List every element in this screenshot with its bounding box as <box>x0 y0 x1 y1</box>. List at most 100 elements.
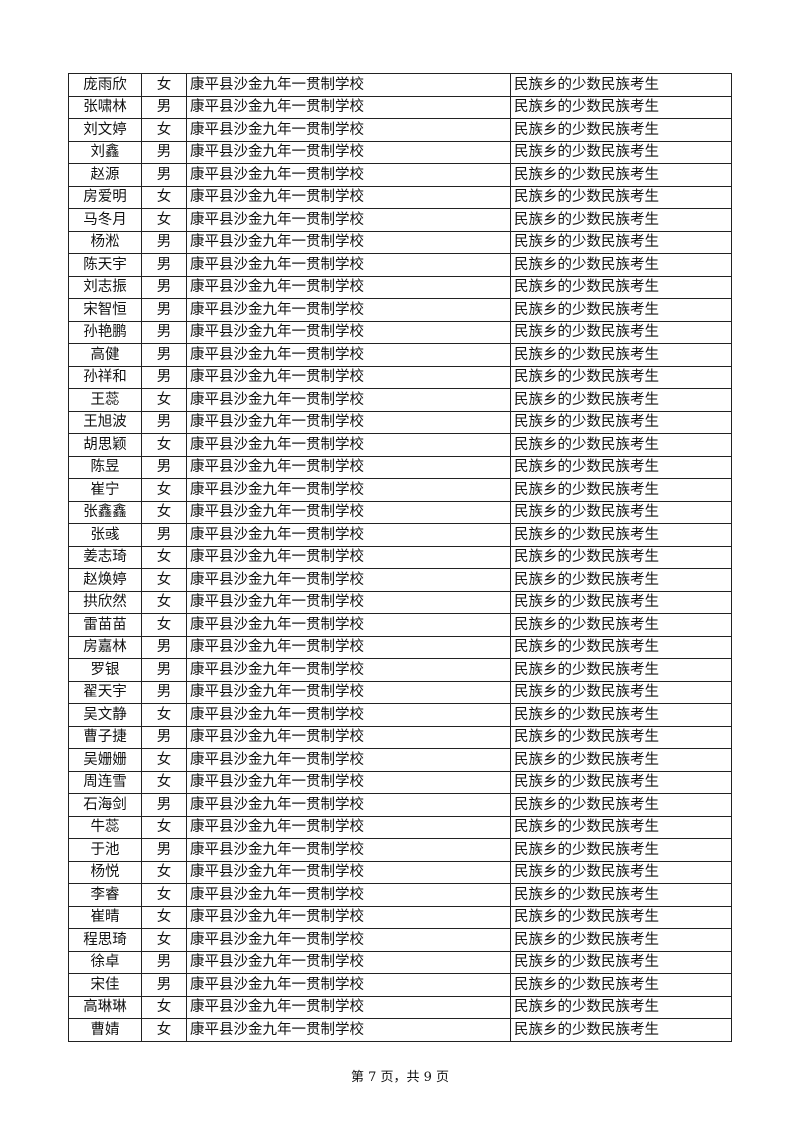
name-cell: 陈天宇 <box>68 253 142 277</box>
table-row: 马冬月女康平县沙金九年一贯制学校 民族乡的少数民族考生 <box>68 208 732 232</box>
name-cell: 徐卓 <box>68 950 142 974</box>
category-cell: 民族乡的少数民族考生 <box>510 658 732 682</box>
name-cell: 宋佳 <box>68 973 142 997</box>
category-cell: 民族乡的少数民族考生 <box>510 613 732 637</box>
name-cell: 庞雨欣 <box>68 73 142 97</box>
school-cell: 康平县沙金九年一贯制学校 <box>186 703 511 727</box>
gender-cell: 女 <box>141 613 187 637</box>
school-cell: 康平县沙金九年一贯制学校 <box>186 185 511 209</box>
school-cell: 康平县沙金九年一贯制学校 <box>186 298 511 322</box>
table-row: 石海剑男康平县沙金九年一贯制学校 民族乡的少数民族考生 <box>68 793 732 817</box>
gender-cell: 女 <box>141 208 187 232</box>
school-cell: 康平县沙金九年一贯制学校 <box>186 388 511 412</box>
category-cell: 民族乡的少数民族考生 <box>510 298 732 322</box>
gender-cell: 男 <box>141 298 187 322</box>
table-row: 雷苗苗女康平县沙金九年一贯制学校 民族乡的少数民族考生 <box>68 613 732 637</box>
name-cell: 程思琦 <box>68 928 142 952</box>
table-row: 吴姗姗女康平县沙金九年一贯制学校 民族乡的少数民族考生 <box>68 748 732 772</box>
category-cell: 民族乡的少数民族考生 <box>510 770 732 794</box>
gender-cell: 男 <box>141 410 187 434</box>
name-cell: 杨淞 <box>68 230 142 254</box>
category-cell: 民族乡的少数民族考生 <box>510 73 732 97</box>
name-cell: 石海剑 <box>68 793 142 817</box>
table-row: 周连雪女康平县沙金九年一贯制学校 民族乡的少数民族考生 <box>68 770 732 794</box>
table-row: 高健男康平县沙金九年一贯制学校 民族乡的少数民族考生 <box>68 343 732 367</box>
table-row: 房嘉林男康平县沙金九年一贯制学校 民族乡的少数民族考生 <box>68 635 732 659</box>
school-cell: 康平县沙金九年一贯制学校 <box>186 73 511 97</box>
category-cell: 民族乡的少数民族考生 <box>510 928 732 952</box>
category-cell: 民族乡的少数民族考生 <box>510 590 732 614</box>
name-cell: 拱欣然 <box>68 590 142 614</box>
school-cell: 康平县沙金九年一贯制学校 <box>186 208 511 232</box>
table-row: 翟天宇男康平县沙金九年一贯制学校 民族乡的少数民族考生 <box>68 680 732 704</box>
gender-cell: 男 <box>141 140 187 164</box>
student-list-table: 庞雨欣女康平县沙金九年一贯制学校 民族乡的少数民族考生 张啸林男康平县沙金九年一贯制… <box>68 73 732 1042</box>
school-cell: 康平县沙金九年一贯制学校 <box>186 1018 511 1042</box>
table-row: 胡思颖女康平县沙金九年一贯制学校 民族乡的少数民族考生 <box>68 433 732 457</box>
name-cell: 翟天宇 <box>68 680 142 704</box>
category-cell: 民族乡的少数民族考生 <box>510 883 732 907</box>
school-cell: 康平县沙金九年一贯制学校 <box>186 995 511 1019</box>
category-cell: 民族乡的少数民族考生 <box>510 815 732 839</box>
table-row: 庞雨欣女康平县沙金九年一贯制学校 民族乡的少数民族考生 <box>68 73 732 97</box>
name-cell: 赵焕婷 <box>68 568 142 592</box>
name-cell: 刘志振 <box>68 275 142 299</box>
name-cell: 张啸林 <box>68 95 142 119</box>
table-row: 拱欣然女康平县沙金九年一贯制学校 民族乡的少数民族考生 <box>68 590 732 614</box>
school-cell: 康平县沙金九年一贯制学校 <box>186 815 511 839</box>
name-cell: 孙艳鹏 <box>68 320 142 344</box>
table-row: 陈天宇男康平县沙金九年一贯制学校 民族乡的少数民族考生 <box>68 253 732 277</box>
school-cell: 康平县沙金九年一贯制学校 <box>186 680 511 704</box>
gender-cell: 女 <box>141 928 187 952</box>
category-cell: 民族乡的少数民族考生 <box>510 140 732 164</box>
table-row: 曹子捷男康平县沙金九年一贯制学校 民族乡的少数民族考生 <box>68 725 732 749</box>
table-row: 陈昱男康平县沙金九年一贯制学校 民族乡的少数民族考生 <box>68 455 732 479</box>
gender-cell: 女 <box>141 815 187 839</box>
school-cell: 康平县沙金九年一贯制学校 <box>186 320 511 344</box>
table-row: 杨淞男康平县沙金九年一贯制学校 民族乡的少数民族考生 <box>68 230 732 254</box>
table-row: 宋佳男康平县沙金九年一贯制学校 民族乡的少数民族考生 <box>68 973 732 997</box>
gender-cell: 女 <box>141 500 187 524</box>
gender-cell: 男 <box>141 253 187 277</box>
table-row: 程思琦女康平县沙金九年一贯制学校 民族乡的少数民族考生 <box>68 928 732 952</box>
name-cell: 牛蕊 <box>68 815 142 839</box>
table-row: 徐卓男康平县沙金九年一贯制学校 民族乡的少数民族考生 <box>68 950 732 974</box>
gender-cell: 男 <box>141 725 187 749</box>
school-cell: 康平县沙金九年一贯制学校 <box>186 635 511 659</box>
gender-cell: 男 <box>141 523 187 547</box>
school-cell: 康平县沙金九年一贯制学校 <box>186 748 511 772</box>
category-cell: 民族乡的少数民族考生 <box>510 320 732 344</box>
gender-cell: 女 <box>141 590 187 614</box>
school-cell: 康平县沙金九年一贯制学校 <box>186 613 511 637</box>
table-row: 刘文婷女康平县沙金九年一贯制学校 民族乡的少数民族考生 <box>68 118 732 142</box>
table-row: 罗银男康平县沙金九年一贯制学校 民族乡的少数民族考生 <box>68 658 732 682</box>
category-cell: 民族乡的少数民族考生 <box>510 523 732 547</box>
gender-cell: 男 <box>141 95 187 119</box>
category-cell: 民族乡的少数民族考生 <box>510 748 732 772</box>
gender-cell: 男 <box>141 950 187 974</box>
category-cell: 民族乡的少数民族考生 <box>510 253 732 277</box>
name-cell: 张彧 <box>68 523 142 547</box>
category-cell: 民族乡的少数民族考生 <box>510 1018 732 1042</box>
category-cell: 民族乡的少数民族考生 <box>510 995 732 1019</box>
gender-cell: 女 <box>141 748 187 772</box>
table-row: 赵焕婷女康平县沙金九年一贯制学校 民族乡的少数民族考生 <box>68 568 732 592</box>
school-cell: 康平县沙金九年一贯制学校 <box>186 478 511 502</box>
table-row: 高琳琳女康平县沙金九年一贯制学校 民族乡的少数民族考生 <box>68 995 732 1019</box>
table-row: 曹婧女康平县沙金九年一贯制学校 民族乡的少数民族考生 <box>68 1018 732 1042</box>
name-cell: 孙祥和 <box>68 365 142 389</box>
school-cell: 康平县沙金九年一贯制学校 <box>186 860 511 884</box>
table-body: 庞雨欣女康平县沙金九年一贯制学校 民族乡的少数民族考生 张啸林男康平县沙金九年一贯制… <box>68 73 732 1042</box>
gender-cell: 男 <box>141 320 187 344</box>
category-cell: 民族乡的少数民族考生 <box>510 545 732 569</box>
category-cell: 民族乡的少数民族考生 <box>510 388 732 412</box>
category-cell: 民族乡的少数民族考生 <box>510 973 732 997</box>
gender-cell: 女 <box>141 388 187 412</box>
table-row: 崔晴女康平县沙金九年一贯制学校 民族乡的少数民族考生 <box>68 905 732 929</box>
name-cell: 马冬月 <box>68 208 142 232</box>
gender-cell: 女 <box>141 185 187 209</box>
gender-cell: 男 <box>141 230 187 254</box>
name-cell: 王旭波 <box>68 410 142 434</box>
gender-cell: 女 <box>141 118 187 142</box>
table-row: 张啸林男康平县沙金九年一贯制学校 民族乡的少数民族考生 <box>68 95 732 119</box>
